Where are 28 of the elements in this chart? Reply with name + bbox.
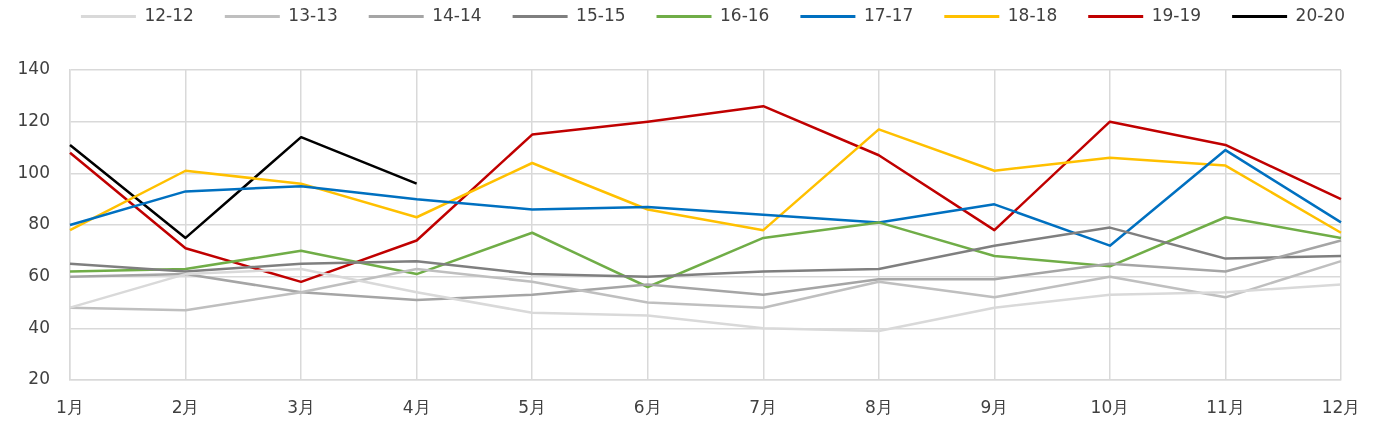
x-tick-label: 5月	[518, 396, 547, 417]
legend-label: 19-19	[1151, 4, 1202, 25]
x-tick-label: 11月	[1206, 396, 1245, 417]
x-tick-label: 10月	[1090, 396, 1130, 417]
legend-label: 13-13	[288, 4, 338, 25]
legend-label: 15-15	[576, 4, 626, 25]
x-tick-label: 7月	[749, 396, 778, 417]
x-tick-label: 6月	[633, 396, 662, 417]
legend-label: 20-20	[1295, 4, 1346, 25]
y-tick-label: 40	[28, 316, 50, 337]
x-tick-label: 3月	[287, 396, 315, 417]
y-tick-label: 140	[17, 58, 50, 79]
y-tick-label: 120	[17, 110, 50, 131]
legend-label: 14-14	[432, 4, 482, 25]
legend-label: 12-12	[144, 4, 194, 25]
legend-label: 18-18	[1007, 4, 1058, 25]
legend-label: 17-17	[863, 4, 914, 25]
x-tick-label: 2月	[171, 396, 200, 417]
legend-label: 16-16	[720, 4, 770, 25]
x-tick-label: 4月	[402, 396, 431, 417]
x-tick-label: 12月	[1321, 396, 1361, 417]
x-tick-label: 9月	[980, 396, 1009, 417]
y-tick-label: 80	[28, 213, 50, 234]
y-tick-label: 60	[28, 265, 50, 286]
y-tick-label: 100	[17, 161, 50, 182]
x-tick-label: 8月	[864, 396, 893, 417]
y-tick-label: 20	[28, 368, 50, 389]
x-tick-label: 1月	[56, 396, 84, 417]
